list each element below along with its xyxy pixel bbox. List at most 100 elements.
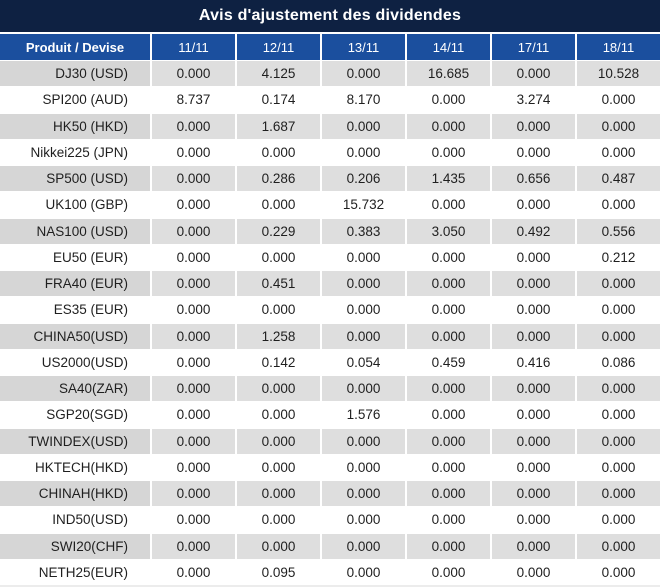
table-row: HKTECH(HKD) 0.000 0.000 0.000 0.000 0.000 0.00… bbox=[0, 453, 660, 480]
dividend-value-cell: 0.142 bbox=[235, 349, 320, 375]
dividend-value-cell: 0.000 bbox=[235, 376, 320, 402]
product-label: HK50 (HKD) bbox=[0, 113, 150, 139]
dividend-value-cell: 0.000 bbox=[405, 244, 490, 270]
product-label: EU50 (EUR) bbox=[0, 244, 150, 270]
dividend-value-cell: 0.000 bbox=[150, 376, 235, 402]
dividend-value-cell: 0.000 bbox=[490, 376, 575, 402]
dividend-value-cell: 0.000 bbox=[150, 481, 235, 507]
table-row: SPI200 (AUD) 8.737 0.174 8.170 0.000 3.274 0.0… bbox=[0, 86, 660, 113]
dividend-value-cell: 0.286 bbox=[235, 166, 320, 192]
dividend-value-cell: 0.000 bbox=[575, 533, 660, 559]
dividend-value-cell: 0.000 bbox=[490, 297, 575, 323]
dividend-value-cell: 0.000 bbox=[235, 402, 320, 428]
dividend-value-cell: 10.528 bbox=[575, 61, 660, 87]
dividend-value-cell: 0.000 bbox=[320, 323, 405, 349]
dividend-value-cell: 0.000 bbox=[405, 323, 490, 349]
dividend-value-cell: 0.000 bbox=[235, 533, 320, 559]
dividend-value-cell: 0.000 bbox=[490, 139, 575, 165]
table-body: DJ30 (USD) 0.000 4.125 0.000 16.685 0.000 10.5… bbox=[0, 61, 660, 585]
dividend-value-cell: 0.000 bbox=[235, 428, 320, 454]
dividend-value-cell: 8.737 bbox=[150, 87, 235, 113]
product-label: Nikkei225 (JPN) bbox=[0, 139, 150, 165]
dividend-value-cell: 16.685 bbox=[405, 61, 490, 87]
column-header-date: 14/11 bbox=[405, 34, 490, 60]
dividend-value-cell: 0.000 bbox=[150, 244, 235, 270]
dividend-value-cell: 0.451 bbox=[235, 271, 320, 297]
dividend-value-cell: 0.000 bbox=[490, 559, 575, 585]
dividend-value-cell: 0.000 bbox=[150, 166, 235, 192]
product-label: NAS100 (USD) bbox=[0, 218, 150, 244]
dividend-value-cell: 0.000 bbox=[490, 533, 575, 559]
dividend-value-cell: 0.000 bbox=[575, 192, 660, 218]
table-row: DJ30 (USD) 0.000 4.125 0.000 16.685 0.000 10.5… bbox=[0, 61, 660, 87]
dividend-value-cell: 0.000 bbox=[320, 271, 405, 297]
dividend-value-cell: 0.000 bbox=[575, 559, 660, 585]
dividend-value-cell: 0.000 bbox=[405, 454, 490, 480]
dividend-value-cell: 0.000 bbox=[575, 297, 660, 323]
dividend-value-cell: 0.000 bbox=[575, 323, 660, 349]
table-row: SWI20(CHF) 0.000 0.000 0.000 0.000 0.000 0.000 bbox=[0, 532, 660, 559]
dividend-value-cell: 0.492 bbox=[490, 218, 575, 244]
product-label: CHINAH(HKD) bbox=[0, 481, 150, 507]
product-label: UK100 (GBP) bbox=[0, 192, 150, 218]
column-header-date: 13/11 bbox=[320, 34, 405, 60]
dividend-value-cell: 1.258 bbox=[235, 323, 320, 349]
dividend-value-cell: 0.086 bbox=[575, 349, 660, 375]
dividend-value-cell: 0.000 bbox=[575, 454, 660, 480]
dividend-value-cell: 0.000 bbox=[150, 454, 235, 480]
dividend-value-cell: 15.732 bbox=[320, 192, 405, 218]
dividend-value-cell: 0.416 bbox=[490, 349, 575, 375]
table-row: SGP20(SGD) 0.000 0.000 1.576 0.000 0.000 0.000 bbox=[0, 401, 660, 428]
dividend-value-cell: 0.459 bbox=[405, 349, 490, 375]
dividend-value-cell: 0.000 bbox=[320, 454, 405, 480]
column-header-date: 12/11 bbox=[235, 34, 320, 60]
dividend-value-cell: 0.000 bbox=[150, 297, 235, 323]
table-row: US2000(USD) 0.000 0.142 0.054 0.459 0.416 0.08… bbox=[0, 348, 660, 375]
dividend-value-cell: 0.000 bbox=[235, 454, 320, 480]
dividend-value-cell: 0.000 bbox=[405, 559, 490, 585]
dividend-value-cell: 0.000 bbox=[405, 139, 490, 165]
table-row: FRA40 (EUR) 0.000 0.451 0.000 0.000 0.000 0.00… bbox=[0, 270, 660, 297]
table-header: Produit / Devise 11/11 12/11 13/11 14/11 17/… bbox=[0, 34, 660, 60]
table-row: CHINAH(HKD) 0.000 0.000 0.000 0.000 0.000 0.00… bbox=[0, 480, 660, 507]
dividend-value-cell: 0.000 bbox=[490, 113, 575, 139]
dividend-value-cell: 0.095 bbox=[235, 559, 320, 585]
dividend-value-cell: 0.000 bbox=[490, 323, 575, 349]
dividend-value-cell: 8.170 bbox=[320, 87, 405, 113]
dividend-value-cell: 0.000 bbox=[575, 271, 660, 297]
dividend-value-cell: 0.229 bbox=[235, 218, 320, 244]
dividend-value-cell: 4.125 bbox=[235, 61, 320, 87]
page-title: Avis d'ajustement des dividendes bbox=[0, 0, 660, 32]
dividend-value-cell: 0.000 bbox=[150, 402, 235, 428]
dividend-value-cell: 0.000 bbox=[320, 559, 405, 585]
dividend-value-cell: 0.174 bbox=[235, 87, 320, 113]
dividend-value-cell: 0.656 bbox=[490, 166, 575, 192]
table-row: NETH25(EUR) 0.000 0.095 0.000 0.000 0.000 0.00… bbox=[0, 558, 660, 585]
table-row: EU50 (EUR) 0.000 0.000 0.000 0.000 0.000 0.212 bbox=[0, 243, 660, 270]
dividend-value-cell: 0.000 bbox=[575, 376, 660, 402]
dividend-value-cell: 0.000 bbox=[405, 402, 490, 428]
dividend-value-cell: 0.000 bbox=[405, 533, 490, 559]
product-label: SA40(ZAR) bbox=[0, 376, 150, 402]
product-label: DJ30 (USD) bbox=[0, 61, 150, 87]
dividend-value-cell: 0.000 bbox=[150, 559, 235, 585]
product-label: TWINDEX(USD) bbox=[0, 428, 150, 454]
dividend-value-cell: 0.000 bbox=[150, 428, 235, 454]
dividend-value-cell: 0.000 bbox=[235, 481, 320, 507]
dividend-value-cell: 0.000 bbox=[490, 402, 575, 428]
dividend-value-cell: 0.000 bbox=[405, 192, 490, 218]
table-row: CHINA50(USD) 0.000 1.258 0.000 0.000 0.000 0.0… bbox=[0, 322, 660, 349]
dividend-value-cell: 0.000 bbox=[490, 481, 575, 507]
dividend-value-cell: 0.000 bbox=[490, 428, 575, 454]
dividend-value-cell: 0.000 bbox=[320, 297, 405, 323]
dividend-value-cell: 0.000 bbox=[575, 428, 660, 454]
dividend-value-cell: 0.000 bbox=[575, 507, 660, 533]
dividend-value-cell: 0.206 bbox=[320, 166, 405, 192]
dividend-value-cell: 0.000 bbox=[405, 297, 490, 323]
table-row: SA40(ZAR) 0.000 0.000 0.000 0.000 0.000 0.000 bbox=[0, 375, 660, 402]
dividend-value-cell: 0.000 bbox=[150, 113, 235, 139]
product-label: NETH25(EUR) bbox=[0, 559, 150, 585]
dividend-value-cell: 0.000 bbox=[150, 533, 235, 559]
dividend-value-cell: 0.000 bbox=[150, 218, 235, 244]
dividend-value-cell: 0.000 bbox=[150, 507, 235, 533]
